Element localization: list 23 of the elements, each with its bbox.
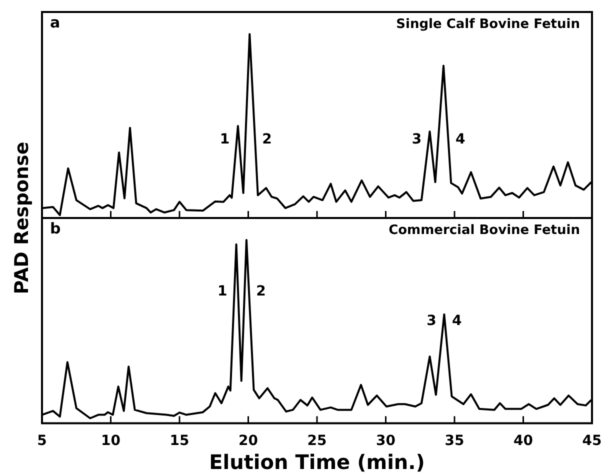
x-tick-label: 35 bbox=[444, 433, 464, 450]
x-axis-title: Elution Time (min.) bbox=[209, 450, 425, 474]
x-tick-label: 10 bbox=[101, 433, 121, 450]
annotation: 2 bbox=[262, 131, 272, 148]
x-tick-label: 15 bbox=[170, 433, 190, 450]
annotation: 3 bbox=[426, 313, 436, 330]
x-tick-label: 20 bbox=[238, 433, 258, 450]
annotation: 4 bbox=[455, 131, 466, 148]
chart-title: Commercial Bovine Fetuin bbox=[388, 222, 580, 238]
annotation: 1 bbox=[217, 283, 228, 300]
x-tick-label: 40 bbox=[514, 433, 534, 450]
x-tick-label: 25 bbox=[307, 433, 327, 450]
x-tick-label: 45 bbox=[582, 433, 602, 450]
annotation: 4 bbox=[452, 313, 462, 330]
text: a bbox=[50, 13, 60, 32]
x-tick-label: 30 bbox=[376, 433, 396, 450]
chart-title: Single Calf Bovine Fetuin bbox=[396, 16, 580, 32]
annotation: 2 bbox=[256, 283, 266, 300]
y-axis-title: PAD Response bbox=[11, 142, 34, 294]
annotation: 3 bbox=[412, 131, 422, 148]
text: b bbox=[50, 219, 61, 238]
x-tick-label: 5 bbox=[37, 433, 47, 450]
annotation: 1 bbox=[220, 131, 230, 148]
